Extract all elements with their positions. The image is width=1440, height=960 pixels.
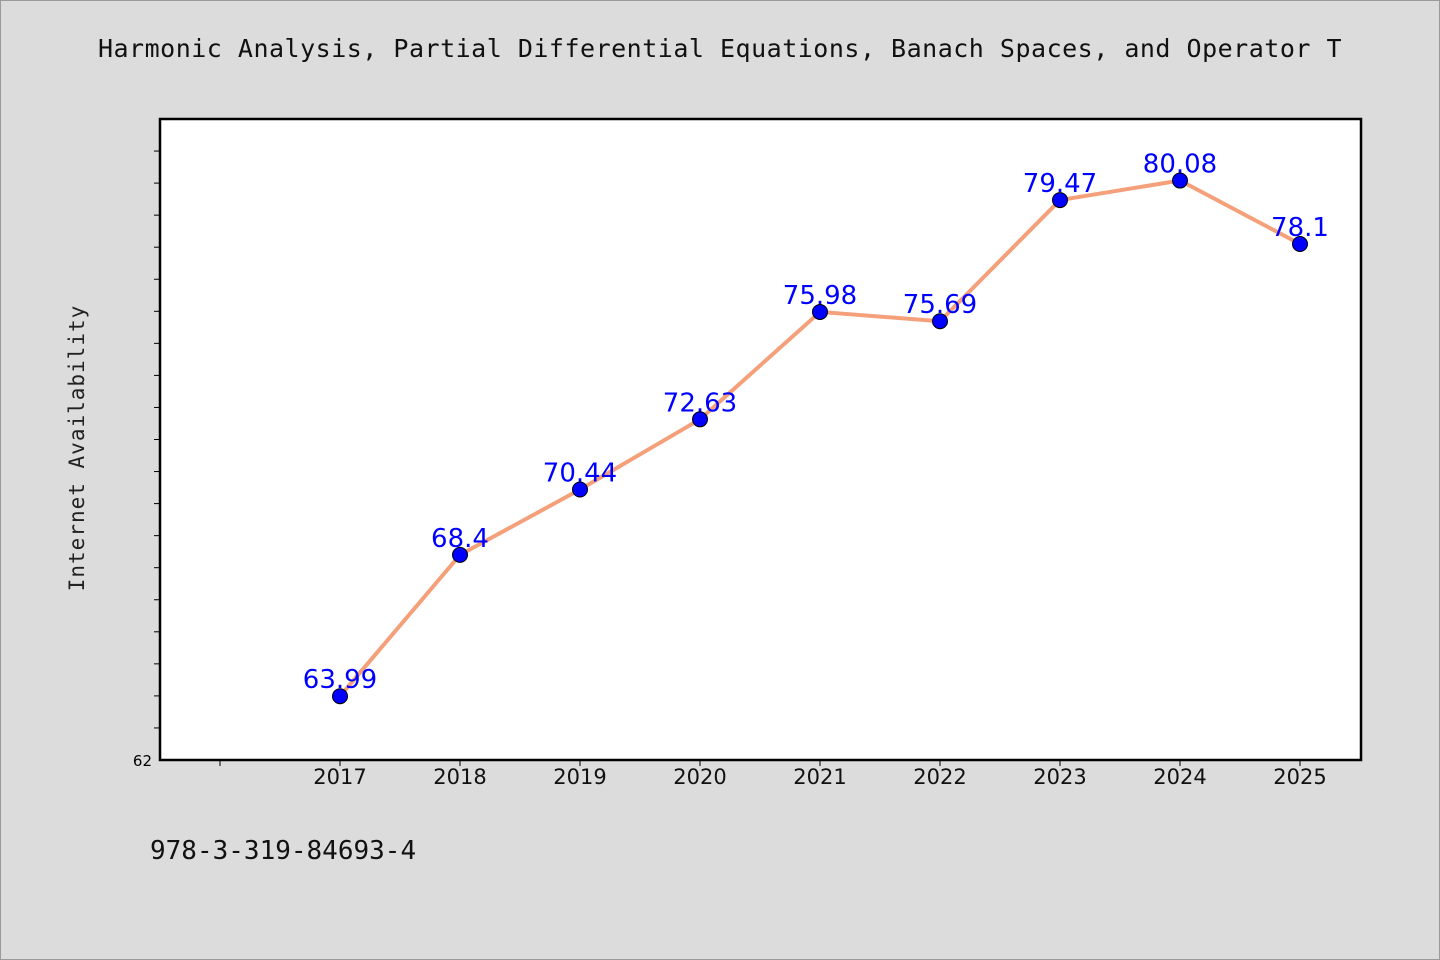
data-label: 70.44 [543, 458, 617, 488]
data-point [932, 313, 948, 330]
x-tick-label: 2024 [1153, 765, 1206, 789]
data-labels: 63.99 68.4 70.44 72.63 75.98 75.69 79.47 80.08 7… [303, 150, 1329, 696]
data-label: 72.63 [663, 388, 737, 418]
data-markers [332, 172, 1308, 705]
x-tick-label: 2021 [793, 765, 846, 789]
isbn-label: 978-3-319-84693-4 [150, 836, 417, 866]
x-axis-ticks: 2017 2018 2019 2020 2021 2022 2023 2024 2025 [219, 760, 1327, 789]
data-label: 75.69 [903, 290, 977, 320]
y-axis-ticks: 62 [133, 150, 160, 770]
plot-area [158, 117, 1363, 762]
chart-title: Harmonic Analysis, Partial Differential … [97, 34, 1343, 63]
data-label: 75.98 [783, 281, 857, 311]
data-label: 80.08 [1143, 150, 1217, 180]
data-point [1052, 192, 1068, 209]
data-point [332, 688, 348, 705]
x-tick-label: 2022 [913, 765, 966, 789]
data-point [692, 411, 708, 428]
data-point [1292, 235, 1308, 252]
y-tick-label: 62 [133, 752, 152, 770]
x-tick-label: 2023 [1033, 765, 1086, 789]
data-point [572, 481, 588, 498]
data-point [812, 303, 828, 320]
x-tick-label: 2018 [433, 765, 486, 789]
data-label: 63.99 [303, 665, 377, 695]
data-point [1172, 172, 1188, 189]
x-tick-label: 2025 [1273, 765, 1326, 789]
data-label: 68.4 [431, 524, 489, 554]
data-label: 79.47 [1023, 169, 1097, 199]
data-label: 78.1 [1271, 213, 1329, 243]
x-tick-label: 2019 [553, 765, 606, 789]
x-tick-label: 2017 [313, 765, 366, 789]
x-tick-label: 2020 [673, 765, 726, 789]
data-point [452, 546, 468, 563]
